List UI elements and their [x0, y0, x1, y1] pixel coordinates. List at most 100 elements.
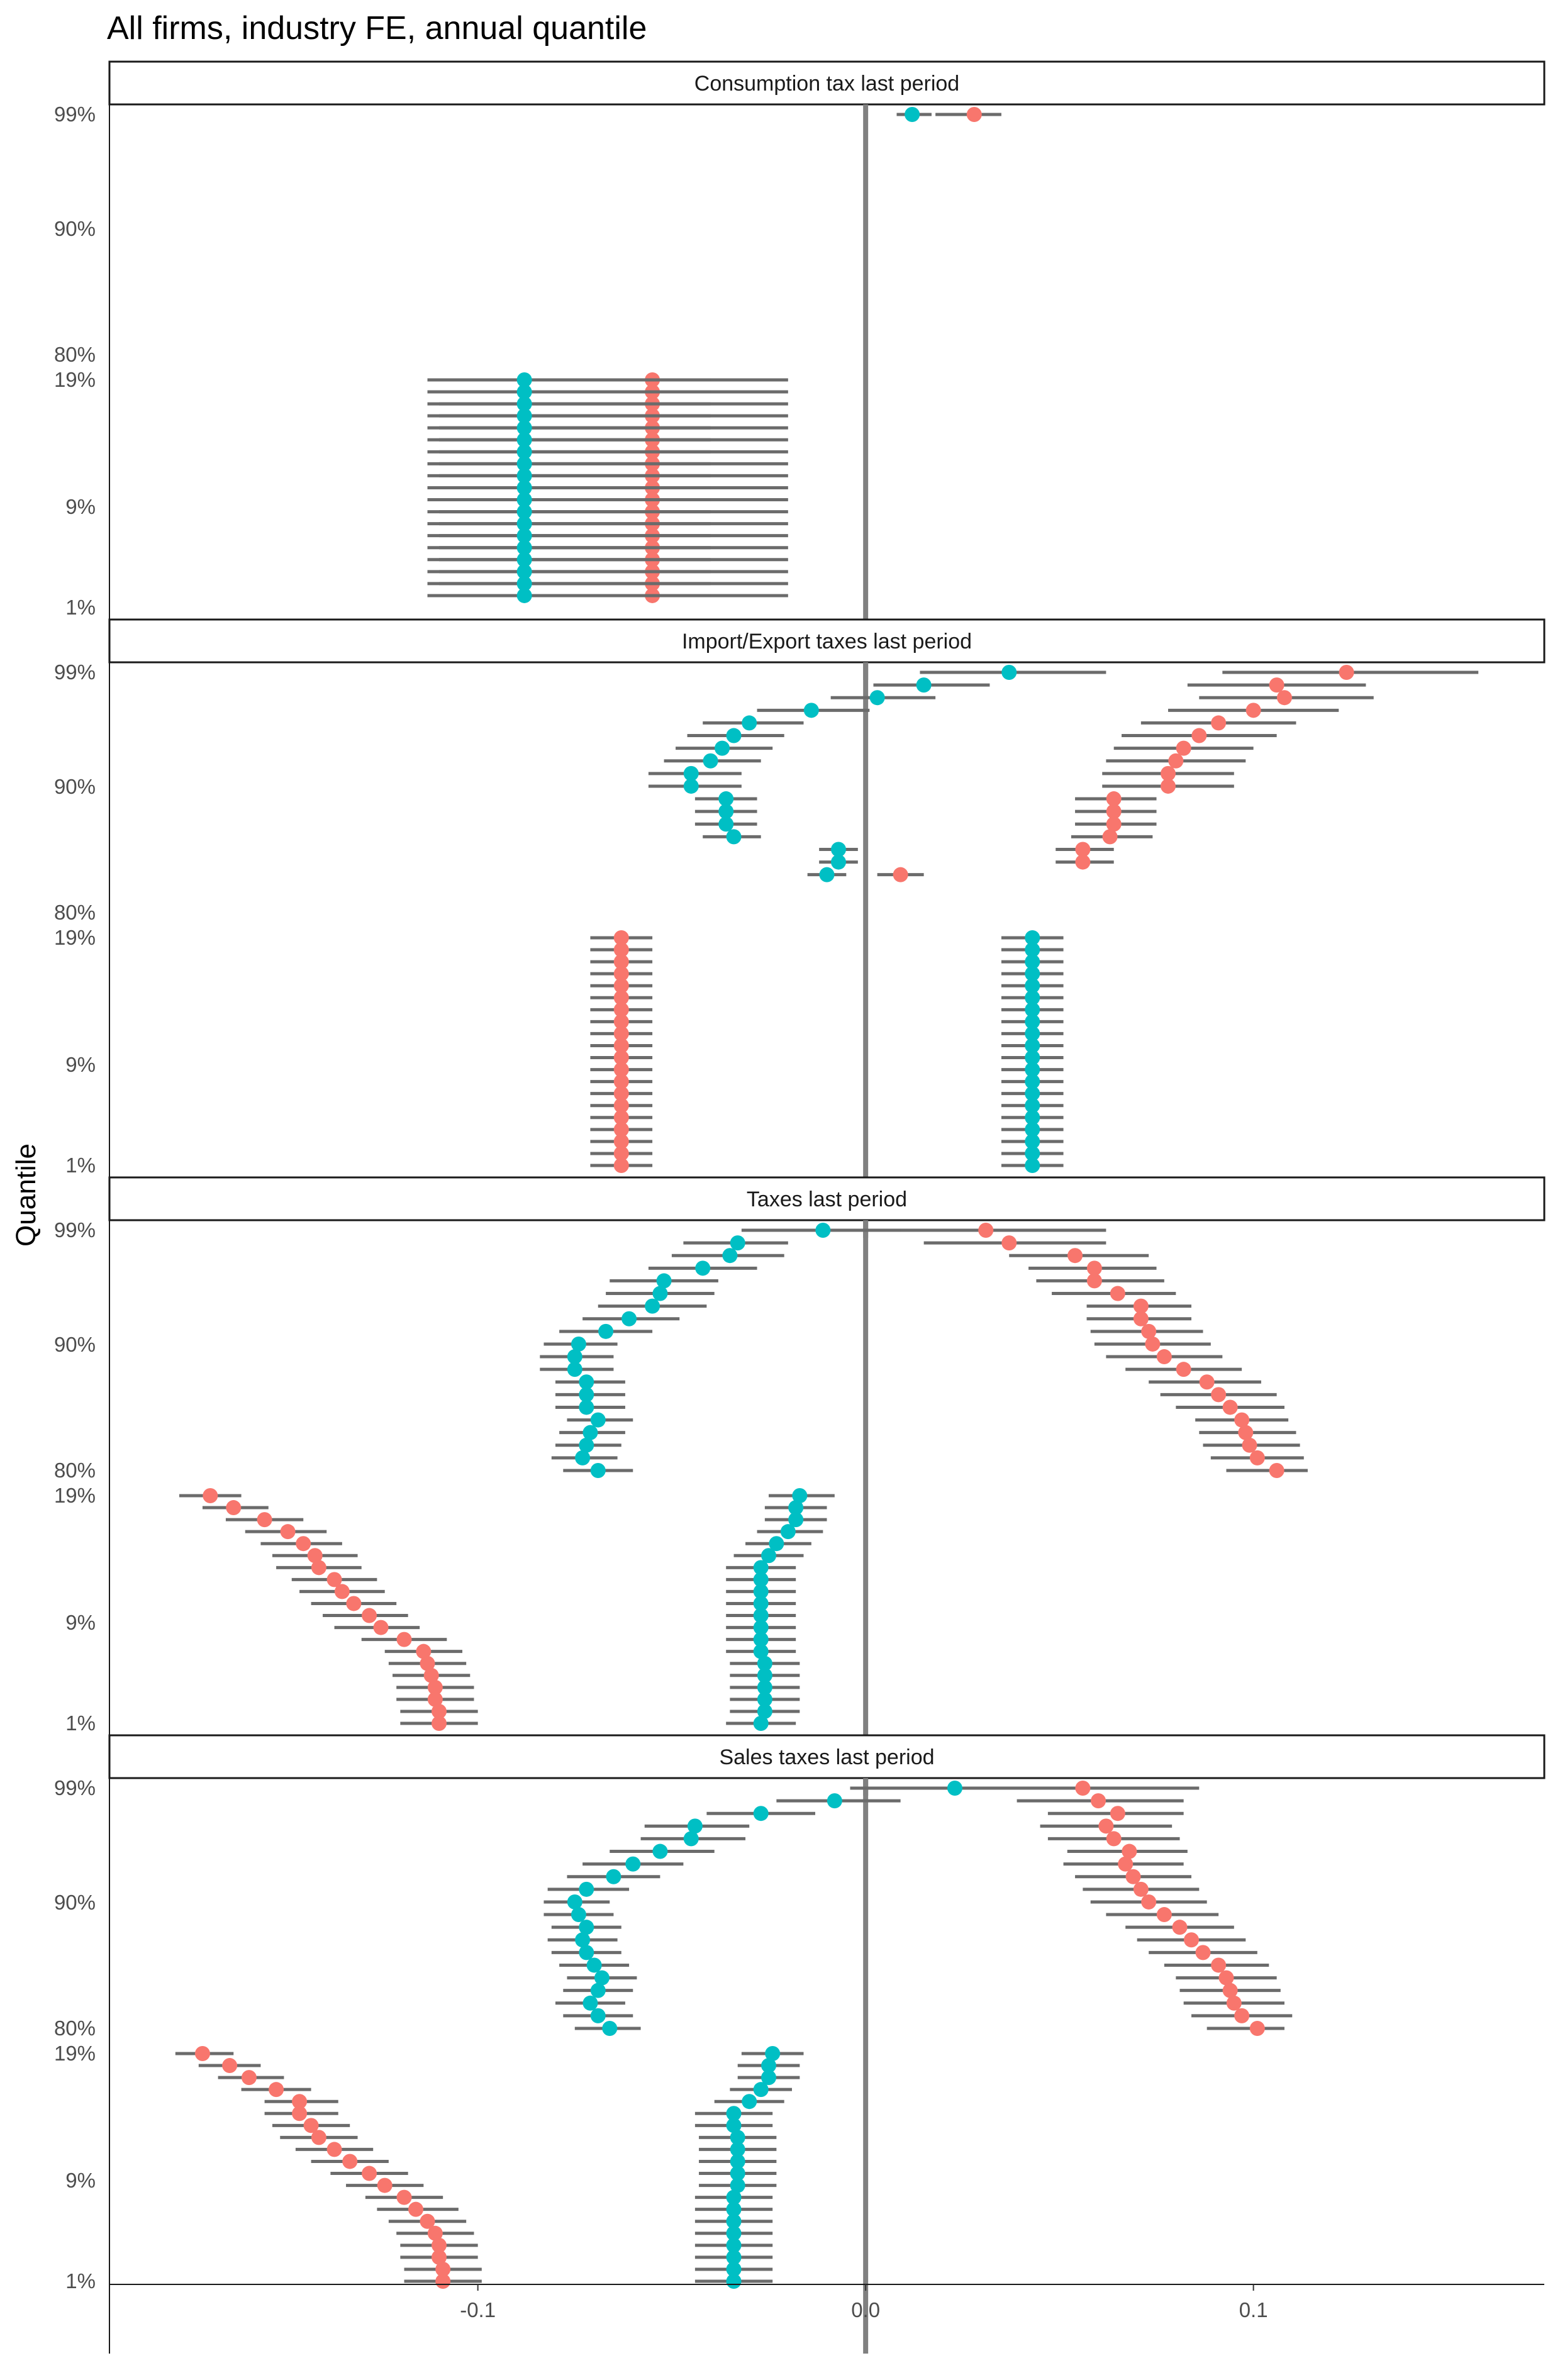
estimate-point: [613, 1074, 629, 1089]
estimate-point: [516, 456, 532, 472]
panel-strip: [108, 1176, 1546, 1221]
estimate-point: [575, 1450, 591, 1465]
series-teal-lower-quantiles: [427, 372, 711, 603]
estimate-point: [1195, 1945, 1211, 1960]
estimate-point: [1211, 1957, 1227, 1973]
panel-strip: [108, 60, 1546, 106]
estimate-point: [792, 1488, 808, 1503]
estimate-point: [590, 2008, 606, 2023]
estimate-point: [1276, 690, 1292, 706]
estimate-point: [435, 2274, 451, 2289]
estimate-point: [757, 1691, 772, 1707]
estimate-point: [362, 2166, 377, 2181]
estimate-point: [1122, 1843, 1137, 1859]
estimate-point: [269, 2082, 284, 2098]
estimate-point: [1025, 966, 1040, 982]
estimate-point: [1075, 842, 1091, 857]
estimate-point: [575, 1932, 591, 1948]
estimate-point: [1001, 665, 1017, 680]
estimate-point: [1269, 677, 1284, 693]
estimate-point: [718, 816, 734, 832]
estimate-point: [753, 1584, 769, 1599]
estimate-point: [1234, 2008, 1250, 2023]
estimate-point: [1269, 1463, 1284, 1478]
estimate-point: [695, 1260, 711, 1276]
estimate-point: [516, 444, 532, 460]
estimate-point: [753, 1806, 769, 1821]
estimate-point: [761, 2058, 777, 2074]
estimate-point: [715, 740, 730, 756]
estimate-point: [742, 715, 757, 731]
series-red-upper-quantiles: [935, 107, 1001, 122]
estimate-point: [830, 854, 846, 870]
estimate-point: [1339, 665, 1354, 680]
estimate-point: [1211, 1387, 1227, 1403]
estimate-point: [1156, 1349, 1172, 1365]
estimate-point: [1025, 954, 1040, 970]
estimate-point: [292, 2106, 308, 2121]
estimate-point: [613, 1109, 629, 1125]
y-tick-label: 99%: [54, 1776, 96, 1799]
estimate-point: [613, 1121, 629, 1137]
estimate-point: [1199, 1374, 1215, 1390]
estimate-point: [613, 1133, 629, 1149]
estimate-point: [966, 107, 982, 122]
estimate-point: [1238, 1425, 1254, 1440]
estimate-point: [613, 1086, 629, 1101]
estimate-point: [730, 1235, 745, 1251]
estimate-point: [598, 1323, 614, 1339]
estimate-point: [1161, 778, 1176, 794]
estimate-point: [579, 1374, 594, 1390]
estimate-point: [416, 1643, 432, 1659]
estimate-point: [757, 1667, 772, 1683]
estimate-point: [753, 2082, 769, 2098]
estimate-point: [1249, 1450, 1265, 1465]
estimate-point: [978, 1223, 994, 1238]
x-tick-label: 0.1: [1239, 2298, 1268, 2322]
estimate-point: [311, 1560, 326, 1576]
estimate-point: [567, 1894, 582, 1910]
estimate-point: [326, 1572, 342, 1588]
estimate-point: [726, 2249, 742, 2265]
estimate-point: [1075, 854, 1091, 870]
y-tick-label: 80%: [54, 343, 96, 366]
estimate-point: [516, 408, 532, 424]
estimate-point: [420, 2213, 435, 2229]
estimate-point: [769, 1536, 784, 1552]
estimate-point: [613, 1014, 629, 1030]
y-tick-label: 9%: [65, 1053, 96, 1076]
estimate-point: [516, 540, 532, 555]
estimate-point: [730, 2130, 745, 2145]
estimate-point: [516, 564, 532, 579]
estimate-point: [1102, 829, 1118, 845]
estimate-point: [1075, 1781, 1091, 1796]
x-tick-label: 0.0: [851, 2298, 880, 2322]
estimate-point: [1025, 1109, 1040, 1125]
estimate-point: [1025, 1098, 1040, 1113]
y-tick-label: 1%: [65, 1711, 96, 1735]
estimate-point: [753, 1608, 769, 1623]
estimate-point: [1106, 804, 1122, 820]
estimate-point: [726, 2118, 742, 2133]
estimate-point: [1025, 1062, 1040, 1077]
panel-strip-title: Sales taxes last period: [719, 1745, 934, 1769]
estimate-point: [307, 1548, 323, 1564]
panel-strip-title: Consumption tax last period: [694, 72, 959, 96]
estimate-point: [257, 1512, 272, 1528]
estimate-point: [645, 1298, 660, 1314]
estimate-point: [590, 1412, 606, 1428]
series-teal-upper-quantiles: [648, 665, 1106, 882]
estimate-point: [1218, 1970, 1234, 1986]
estimate-point: [516, 468, 532, 484]
estimate-point: [613, 954, 629, 970]
estimate-point: [1226, 1995, 1242, 2011]
estimate-point: [1106, 1831, 1122, 1847]
estimate-point: [1176, 1362, 1191, 1377]
estimate-point: [586, 1957, 602, 1973]
estimate-point: [815, 1223, 831, 1238]
estimate-point: [1141, 1894, 1157, 1910]
estimate-point: [594, 1970, 610, 1986]
estimate-point: [423, 1667, 439, 1683]
estimate-point: [726, 2274, 742, 2289]
